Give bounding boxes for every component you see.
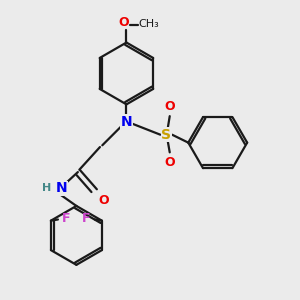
Text: S: S — [161, 128, 171, 142]
Text: O: O — [164, 156, 175, 169]
Text: F: F — [62, 212, 70, 225]
Text: N: N — [56, 181, 68, 195]
Text: O: O — [98, 194, 109, 207]
Text: N: N — [121, 115, 132, 129]
Text: O: O — [164, 100, 175, 112]
Text: H: H — [42, 183, 51, 193]
Text: CH₃: CH₃ — [139, 19, 160, 29]
Text: O: O — [119, 16, 129, 29]
Text: F: F — [82, 212, 91, 225]
